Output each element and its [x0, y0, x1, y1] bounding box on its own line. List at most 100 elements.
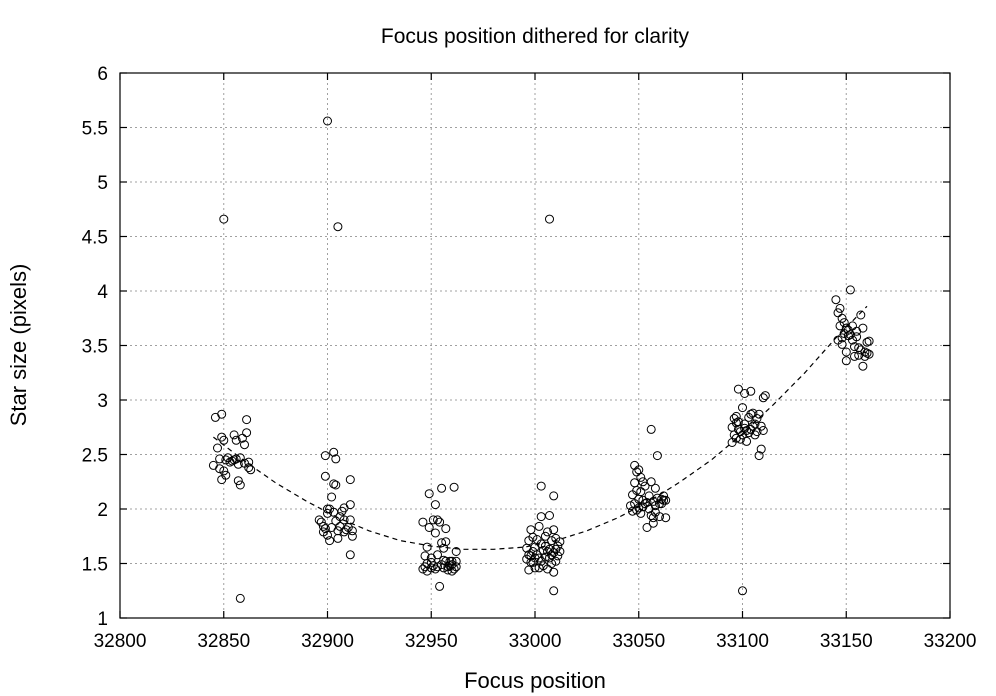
data-point	[439, 543, 449, 553]
data-point	[333, 533, 343, 543]
data-point	[858, 323, 868, 333]
y-tick-label: 1	[97, 609, 108, 630]
data-point	[219, 435, 229, 445]
data-point	[345, 475, 355, 485]
data-point	[534, 563, 544, 573]
data-point	[852, 332, 862, 342]
data-point	[329, 447, 339, 457]
data-point	[314, 515, 324, 525]
data-point	[856, 310, 866, 320]
data-point	[740, 389, 750, 398]
data-point	[746, 386, 756, 396]
data-point	[451, 556, 461, 566]
data-point	[862, 337, 872, 347]
data-point	[758, 393, 768, 403]
x-tick-label: 32950	[405, 631, 458, 652]
data-point	[345, 515, 355, 525]
data-points	[208, 116, 874, 603]
data-point	[235, 593, 245, 603]
chart-title: Focus position dithered for clarity	[381, 25, 690, 48]
data-point	[545, 511, 554, 520]
data-point	[661, 513, 671, 523]
data-point	[451, 547, 461, 556]
data-point	[435, 517, 445, 527]
grid-lines	[120, 73, 950, 618]
data-point	[540, 552, 550, 562]
data-point	[526, 525, 536, 535]
x-tick-label: 32850	[197, 631, 250, 652]
data-point	[323, 530, 332, 540]
data-point	[430, 500, 440, 510]
data-point	[756, 444, 766, 454]
data-point	[339, 515, 349, 525]
y-tick-label: 2.5	[82, 446, 108, 467]
data-point	[426, 563, 436, 573]
data-point	[320, 451, 330, 461]
data-point	[758, 426, 768, 435]
data-point	[837, 333, 847, 343]
data-point	[424, 489, 434, 499]
data-point	[553, 541, 563, 551]
data-point	[738, 403, 747, 413]
data-point	[233, 476, 243, 486]
data-point	[449, 482, 459, 492]
data-point	[839, 318, 849, 328]
data-point	[547, 559, 557, 568]
data-point	[451, 562, 461, 572]
data-point	[540, 531, 550, 541]
x-tick-label: 33050	[612, 631, 665, 652]
data-point	[850, 351, 859, 361]
x-tick-label: 33100	[716, 631, 769, 652]
data-point	[646, 424, 656, 434]
data-point	[213, 443, 222, 453]
data-point	[347, 526, 357, 536]
data-point	[549, 525, 559, 535]
data-point	[246, 465, 256, 475]
data-point	[640, 481, 650, 491]
data-point	[648, 513, 658, 523]
data-point	[229, 430, 239, 440]
data-point	[752, 414, 762, 423]
data-point	[345, 550, 355, 560]
data-point	[555, 537, 565, 547]
data-point	[636, 472, 646, 482]
data-point	[424, 523, 434, 532]
data-point	[233, 459, 243, 469]
data-point	[240, 440, 249, 450]
y-tick-label: 4	[97, 282, 108, 303]
data-point	[549, 586, 559, 596]
data-point	[740, 419, 750, 429]
data-point	[333, 222, 343, 232]
data-point	[327, 492, 337, 502]
data-point	[331, 480, 341, 490]
data-point	[331, 454, 341, 464]
y-tick-label: 5	[97, 173, 108, 194]
data-point	[208, 460, 218, 470]
data-point	[320, 524, 330, 534]
data-point	[536, 539, 546, 549]
data-point	[347, 531, 357, 541]
data-point	[864, 336, 874, 346]
data-point	[433, 515, 442, 525]
data-point	[323, 508, 332, 518]
data-point	[422, 542, 432, 552]
data-point	[428, 515, 438, 525]
data-point	[441, 524, 451, 534]
data-point	[235, 480, 245, 490]
data-point	[845, 285, 855, 295]
y-tick-label: 1.5	[82, 555, 108, 576]
data-point	[742, 436, 752, 446]
data-point	[738, 586, 747, 596]
data-point	[632, 486, 642, 495]
data-point	[217, 409, 227, 419]
data-point	[659, 495, 669, 505]
x-tick-label: 33000	[509, 631, 562, 652]
data-point	[441, 537, 451, 547]
data-point	[731, 411, 741, 421]
y-tick-label: 3.5	[82, 337, 108, 358]
data-point	[831, 295, 841, 305]
data-point	[733, 384, 743, 394]
data-point	[754, 409, 764, 419]
data-point	[837, 313, 847, 323]
